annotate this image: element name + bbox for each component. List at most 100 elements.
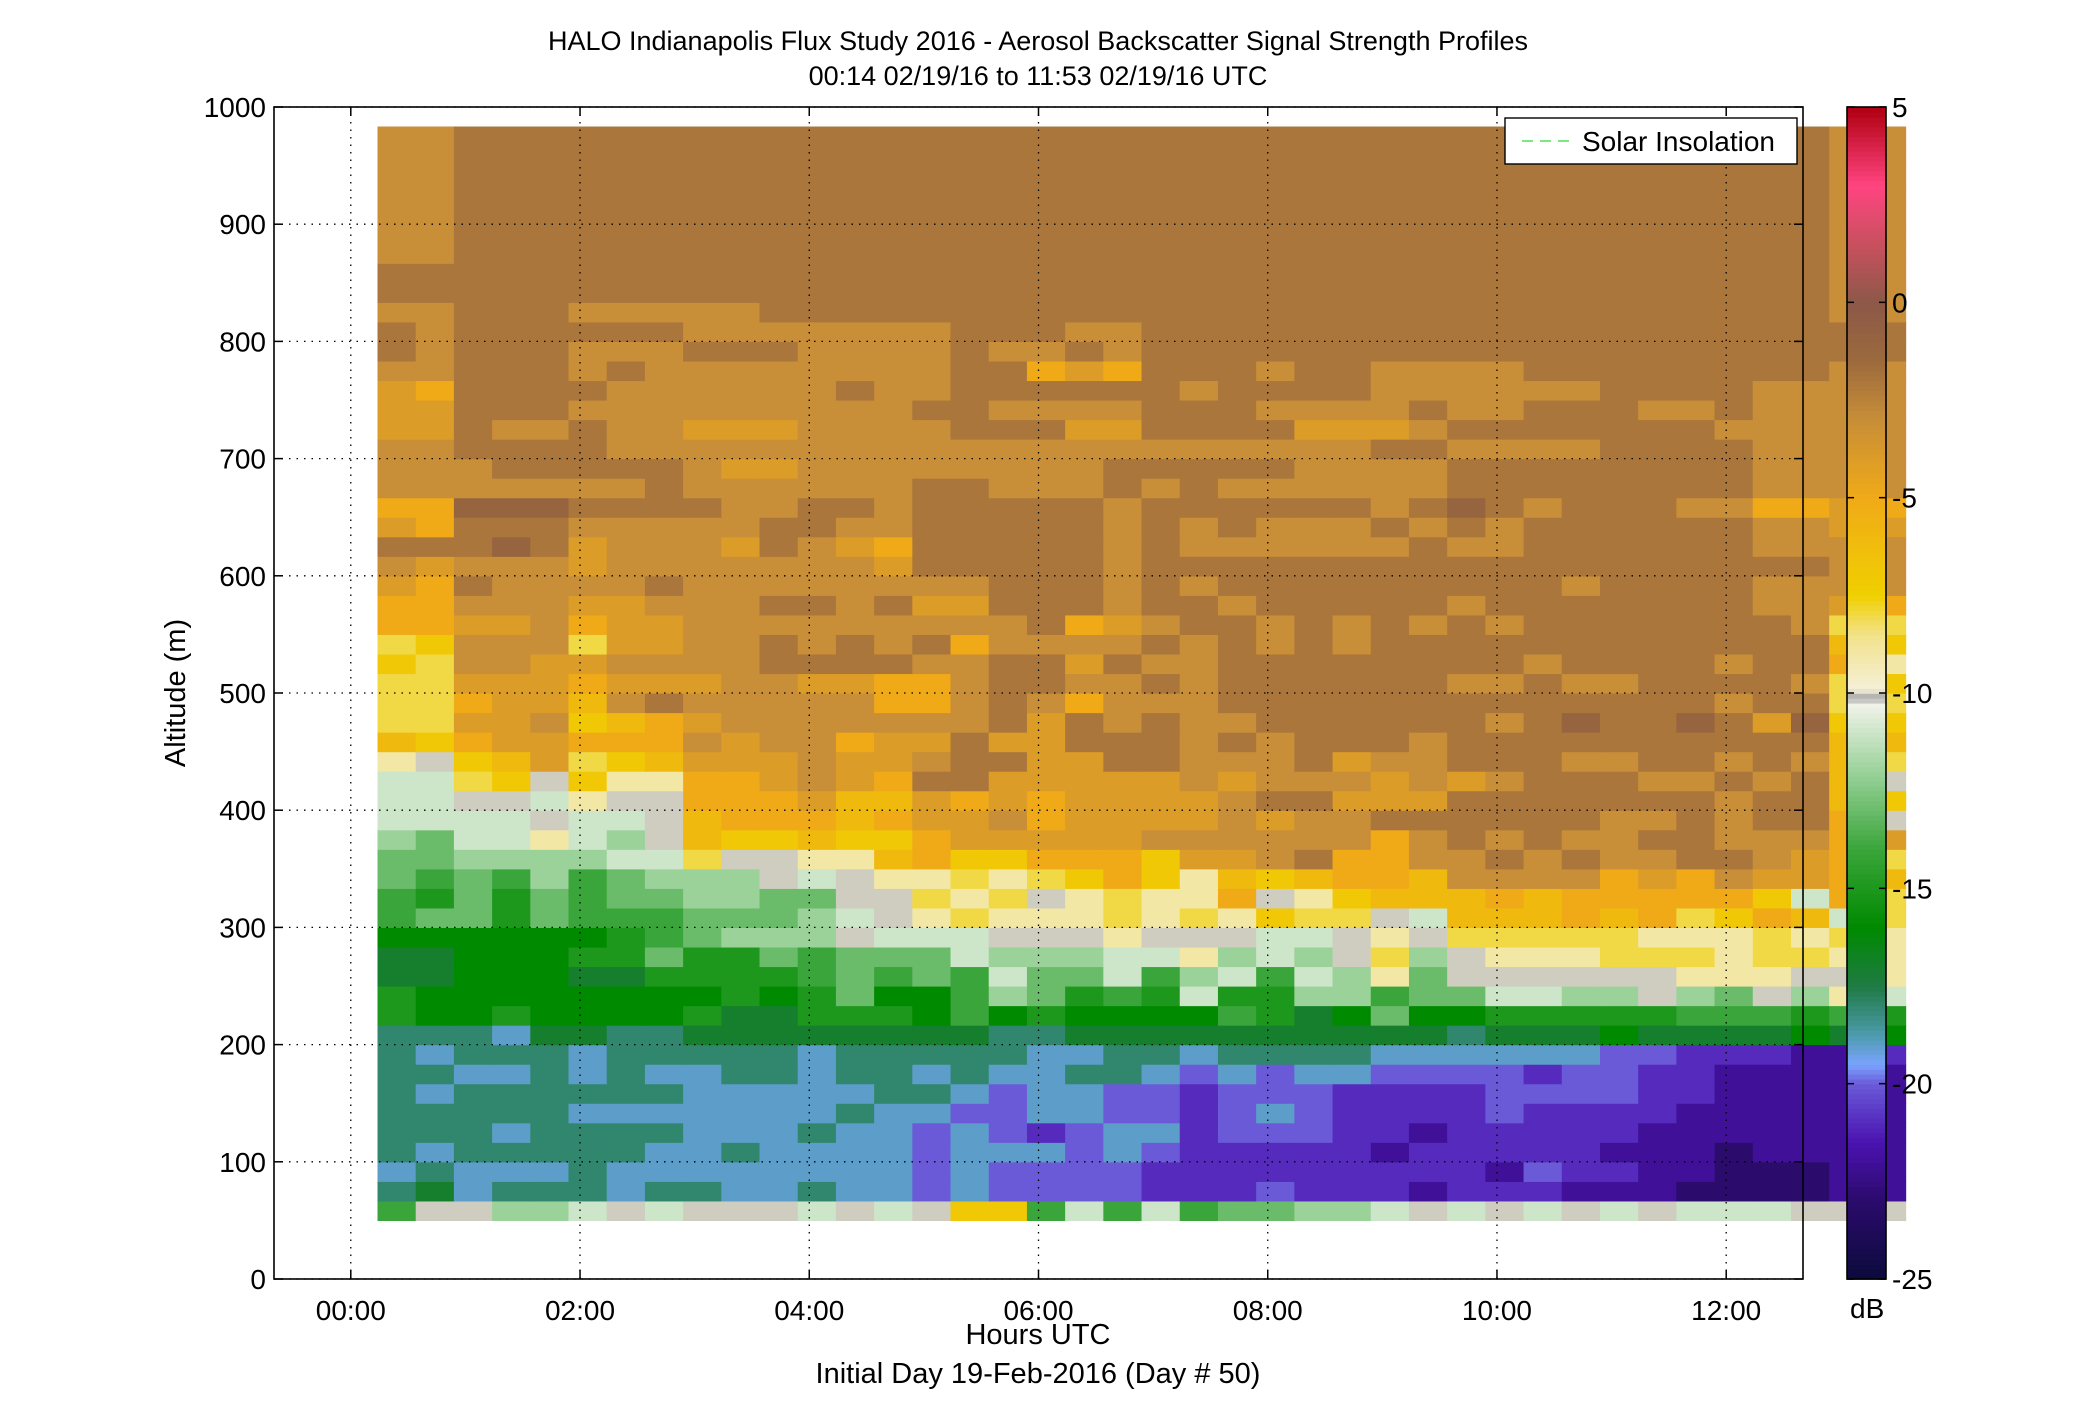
heatmap-cell	[644, 712, 684, 733]
heatmap-cell	[415, 419, 455, 440]
heatmap-cell	[1256, 634, 1295, 655]
colorbar-segment	[1847, 849, 1886, 855]
heatmap-cell	[1141, 888, 1181, 909]
heatmap-cell	[1676, 673, 1716, 694]
heatmap-cell	[1026, 497, 1066, 518]
heatmap-cell	[453, 1122, 493, 1143]
heatmap-cell	[1141, 419, 1181, 440]
heatmap-cell	[1256, 439, 1295, 460]
heatmap-cell	[530, 712, 570, 733]
heatmap-cell	[1752, 1064, 1792, 1085]
heatmap-cell	[1485, 595, 1525, 616]
heatmap-cell	[568, 263, 608, 284]
colorbar-segment	[1847, 424, 1886, 431]
heatmap-cell	[1370, 888, 1410, 909]
heatmap-cell	[1523, 829, 1563, 850]
heatmap-cell	[1256, 673, 1295, 694]
heatmap-cell	[530, 419, 570, 440]
heatmap-cell	[874, 1161, 913, 1182]
colorbar-segment	[1847, 580, 1886, 587]
heatmap-cell	[1447, 595, 1486, 616]
colorbar-segment	[1847, 1230, 1886, 1236]
heatmap-cell	[453, 243, 493, 264]
heatmap-cell	[1256, 966, 1295, 987]
heatmap-cell	[1294, 399, 1334, 421]
heatmap-cell	[1447, 204, 1486, 225]
heatmap-cell	[1485, 1025, 1525, 1046]
colorbar-segment	[1847, 859, 1886, 865]
heatmap-cell	[1638, 1083, 1677, 1104]
heatmap-cell	[1790, 419, 1830, 440]
heatmap-cell	[721, 1142, 761, 1163]
heatmap-cell	[912, 185, 952, 206]
heatmap-cell	[1408, 478, 1448, 499]
heatmap-cell	[797, 790, 837, 811]
heatmap-cell	[1026, 360, 1066, 382]
heatmap-cell	[1676, 966, 1716, 987]
heatmap-cell	[1638, 751, 1677, 772]
heatmap-cell	[568, 1161, 608, 1182]
colorbar-segment	[1847, 873, 1886, 880]
heatmap-cell	[1332, 946, 1372, 968]
heatmap-cell	[1790, 458, 1830, 479]
heatmap-cell	[912, 1161, 952, 1182]
heatmap-cell	[759, 243, 799, 264]
heatmap-cell	[1179, 556, 1219, 577]
heatmap-cell	[1485, 810, 1525, 831]
heatmap-cell	[1065, 380, 1104, 401]
heatmap-cell	[1790, 829, 1830, 850]
colorbar-segment	[1847, 653, 1886, 660]
heatmap-cell	[1638, 927, 1677, 948]
heatmap-cell	[874, 946, 913, 968]
heatmap-cell	[644, 1161, 684, 1182]
heatmap-cell	[644, 653, 684, 675]
heatmap-cell	[1370, 360, 1410, 382]
heatmap-cell	[644, 751, 684, 772]
heatmap-cell	[721, 517, 761, 538]
heatmap-cell	[453, 868, 493, 889]
heatmap-cell	[988, 634, 1028, 655]
heatmap-cell	[415, 282, 455, 303]
heatmap-cell	[1217, 868, 1257, 889]
heatmap-cell	[988, 419, 1028, 440]
heatmap-cell	[1332, 751, 1372, 772]
heatmap-cell	[492, 439, 531, 460]
heatmap-cell	[606, 888, 646, 909]
heatmap-cell	[1523, 1025, 1563, 1046]
heatmap-cell	[683, 243, 722, 264]
heatmap-cell	[874, 224, 913, 245]
colorbar-segment	[1847, 209, 1886, 216]
heatmap-cell	[644, 927, 684, 948]
heatmap-cell	[1256, 185, 1295, 206]
colorbar-segment	[1847, 878, 1886, 885]
heatmap-cell	[1447, 888, 1486, 909]
colorbar-segment	[1847, 385, 1886, 392]
heatmap-cell	[1026, 1142, 1066, 1163]
heatmap-cell	[874, 692, 913, 714]
colorbar-segment	[1847, 751, 1886, 758]
heatmap-cell	[1370, 966, 1410, 987]
heatmap-cell	[988, 810, 1028, 831]
heatmap-cell	[1065, 517, 1104, 538]
heatmap-cell	[988, 1005, 1028, 1026]
heatmap-cell	[1752, 1122, 1792, 1143]
heatmap-cell	[1141, 946, 1181, 968]
heatmap-cell	[835, 986, 875, 1007]
heatmap-cell	[1408, 673, 1448, 694]
heatmap-cell	[1790, 868, 1830, 889]
heatmap-cell	[1447, 1181, 1486, 1202]
heatmap-cell	[1599, 341, 1639, 362]
heatmap-cell	[377, 536, 417, 557]
heatmap-cell	[1408, 1200, 1448, 1221]
heatmap-cell	[1217, 360, 1257, 382]
heatmap-cell	[1485, 575, 1525, 596]
heatmap-cell	[1026, 517, 1066, 538]
heatmap-cell	[1217, 751, 1257, 772]
heatmap-cell	[606, 732, 646, 753]
heatmap-cell	[1065, 927, 1104, 948]
heatmap-cell	[835, 263, 875, 284]
heatmap-cell	[1599, 224, 1639, 245]
heatmap-cell	[1179, 595, 1219, 616]
heatmap-cell	[606, 1103, 646, 1124]
heatmap-cell	[606, 1181, 646, 1202]
